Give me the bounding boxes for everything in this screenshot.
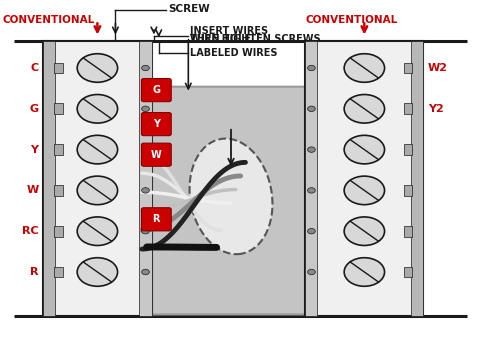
Text: C: C — [30, 63, 38, 73]
Bar — [403, 63, 411, 73]
FancyBboxPatch shape — [141, 143, 171, 166]
Text: G: G — [29, 104, 38, 114]
Circle shape — [307, 269, 315, 275]
Bar — [139, 41, 151, 316]
Circle shape — [307, 188, 315, 193]
Text: W2: W2 — [427, 63, 447, 73]
Bar — [410, 41, 422, 316]
Text: CONVENTIONAL: CONVENTIONAL — [305, 15, 397, 26]
Text: INSERT WIRES: INSERT WIRES — [190, 26, 267, 36]
Text: WIRE HOLE: WIRE HOLE — [190, 34, 251, 44]
Text: R: R — [152, 214, 160, 224]
Circle shape — [343, 176, 384, 205]
Bar — [43, 41, 151, 316]
Text: Y: Y — [153, 119, 159, 129]
Circle shape — [77, 54, 117, 82]
Circle shape — [77, 95, 117, 123]
Bar — [403, 185, 411, 196]
Circle shape — [343, 95, 384, 123]
Text: R: R — [30, 267, 38, 277]
Circle shape — [77, 217, 117, 245]
Text: SCREW: SCREW — [168, 3, 210, 14]
Bar — [305, 41, 317, 316]
Bar — [305, 41, 422, 316]
Circle shape — [307, 65, 315, 71]
Text: G: G — [152, 85, 160, 95]
Circle shape — [343, 135, 384, 164]
Bar — [403, 226, 411, 237]
Text: THEN TIGHTEN SCREWS: THEN TIGHTEN SCREWS — [190, 34, 320, 44]
FancyBboxPatch shape — [141, 208, 171, 231]
Bar — [54, 267, 63, 277]
Circle shape — [307, 228, 315, 234]
FancyBboxPatch shape — [141, 79, 171, 102]
Circle shape — [77, 135, 117, 164]
Text: CONVENTIONAL: CONVENTIONAL — [2, 15, 95, 26]
Bar — [43, 41, 55, 316]
Circle shape — [77, 258, 117, 286]
Bar — [403, 267, 411, 277]
Text: RC: RC — [22, 226, 38, 236]
Bar — [54, 103, 63, 114]
Bar — [403, 144, 411, 155]
Bar — [403, 103, 411, 114]
Circle shape — [343, 258, 384, 286]
Circle shape — [343, 217, 384, 245]
Circle shape — [141, 147, 149, 152]
Bar — [54, 63, 63, 73]
Text: W: W — [151, 150, 161, 160]
Ellipse shape — [189, 139, 272, 254]
Circle shape — [77, 176, 117, 205]
Circle shape — [307, 147, 315, 152]
Bar — [54, 226, 63, 237]
Bar — [54, 144, 63, 155]
FancyBboxPatch shape — [125, 87, 319, 314]
Circle shape — [307, 106, 315, 112]
Text: Y: Y — [30, 144, 38, 155]
FancyBboxPatch shape — [141, 113, 171, 136]
Circle shape — [141, 269, 149, 275]
Text: W: W — [26, 185, 38, 195]
Circle shape — [141, 188, 149, 193]
Circle shape — [141, 228, 149, 234]
Text: LABELED WIRES: LABELED WIRES — [190, 48, 277, 58]
Text: Y2: Y2 — [427, 104, 443, 114]
Circle shape — [141, 106, 149, 112]
Bar — [54, 185, 63, 196]
Circle shape — [141, 65, 149, 71]
Circle shape — [343, 54, 384, 82]
